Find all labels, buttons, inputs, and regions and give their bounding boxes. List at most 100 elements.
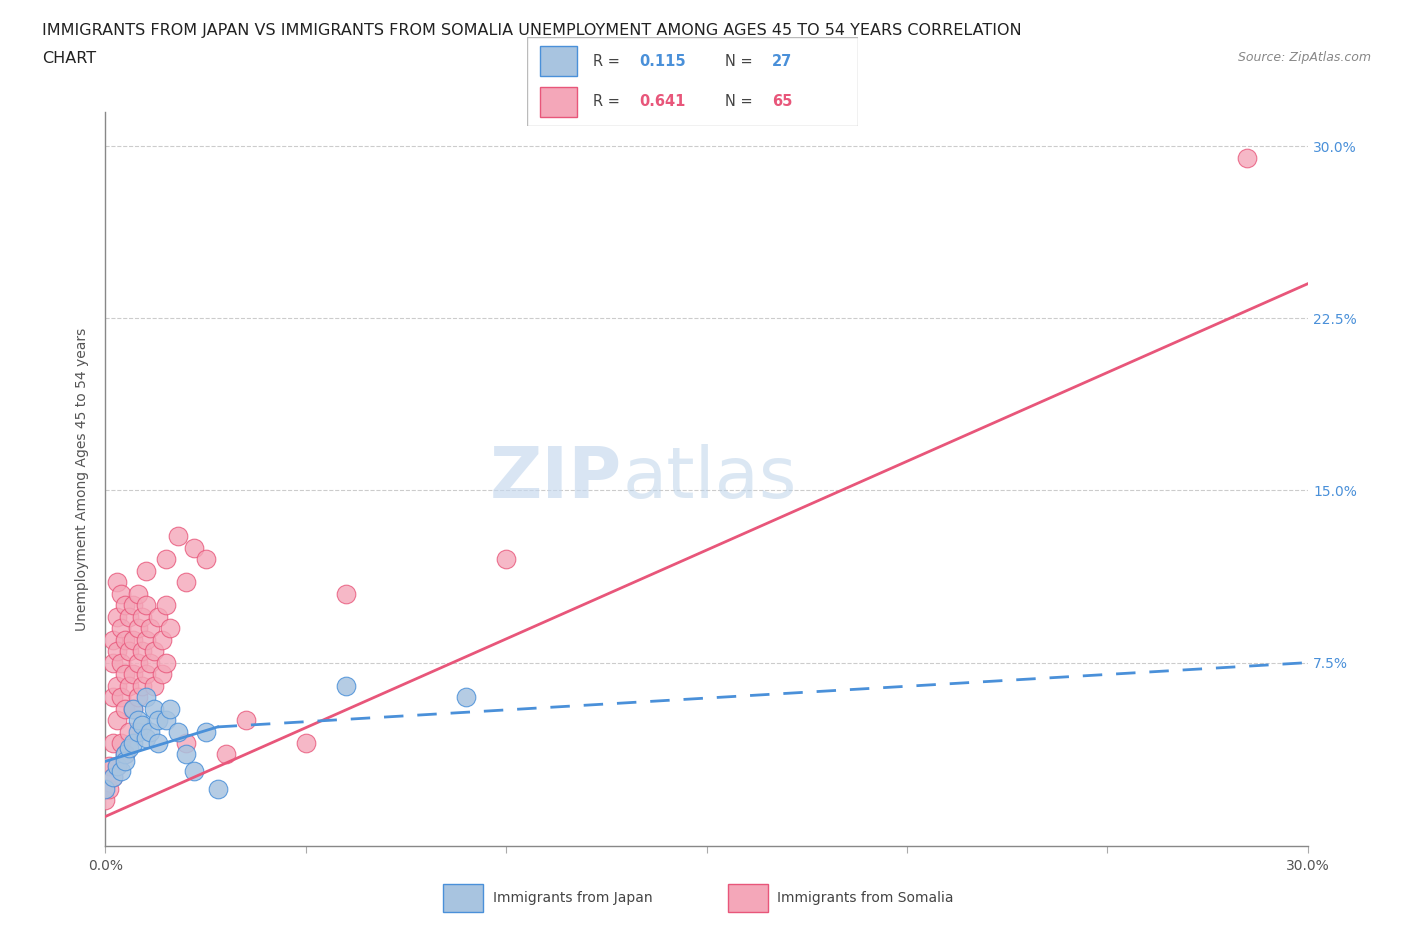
Point xyxy=(146,609,169,624)
Point xyxy=(114,667,136,682)
Point xyxy=(150,632,173,647)
Point xyxy=(118,644,141,658)
Point xyxy=(194,551,217,566)
Point xyxy=(118,740,141,755)
Point xyxy=(135,731,157,746)
Point xyxy=(131,678,153,693)
Point xyxy=(98,759,121,774)
Point xyxy=(118,609,141,624)
Point xyxy=(131,609,153,624)
Point xyxy=(107,575,129,590)
Point xyxy=(207,781,229,796)
Text: CHART: CHART xyxy=(42,51,96,66)
Point xyxy=(110,764,132,778)
Point xyxy=(142,644,165,658)
Point xyxy=(122,632,145,647)
Point xyxy=(454,690,477,705)
Point xyxy=(103,770,125,785)
Point xyxy=(155,656,177,671)
Point xyxy=(159,701,181,716)
Point xyxy=(131,717,153,732)
Point xyxy=(110,690,132,705)
Point xyxy=(103,770,125,785)
Point xyxy=(98,781,121,796)
Point xyxy=(127,690,149,705)
Point xyxy=(107,759,129,774)
Point xyxy=(214,747,236,762)
Point xyxy=(114,701,136,716)
Point xyxy=(127,620,149,635)
Point xyxy=(142,678,165,693)
Text: Immigrants from Japan: Immigrants from Japan xyxy=(492,891,652,905)
Point xyxy=(107,678,129,693)
Y-axis label: Unemployment Among Ages 45 to 54 years: Unemployment Among Ages 45 to 54 years xyxy=(76,327,90,631)
Point xyxy=(131,644,153,658)
Point xyxy=(174,747,197,762)
Point xyxy=(110,736,132,751)
Point xyxy=(1236,150,1258,165)
Bar xyxy=(540,46,576,76)
Text: R =: R = xyxy=(593,54,624,69)
Point xyxy=(235,712,257,727)
Point xyxy=(114,632,136,647)
Point xyxy=(118,724,141,739)
Point xyxy=(114,754,136,769)
Text: 65: 65 xyxy=(772,94,792,109)
Point xyxy=(127,586,149,601)
Point xyxy=(103,632,125,647)
Point xyxy=(174,575,197,590)
Text: ZIP: ZIP xyxy=(491,445,623,513)
Point xyxy=(183,540,205,555)
Point xyxy=(155,551,177,566)
Text: 0.115: 0.115 xyxy=(640,54,686,69)
Point xyxy=(127,712,149,727)
Point xyxy=(94,793,117,808)
Point xyxy=(135,598,157,613)
Point xyxy=(127,656,149,671)
Point xyxy=(138,724,160,739)
Point xyxy=(94,781,117,796)
Text: IMMIGRANTS FROM JAPAN VS IMMIGRANTS FROM SOMALIA UNEMPLOYMENT AMONG AGES 45 TO 5: IMMIGRANTS FROM JAPAN VS IMMIGRANTS FROM… xyxy=(42,23,1022,38)
Point xyxy=(110,656,132,671)
Point xyxy=(146,712,169,727)
Text: 0.641: 0.641 xyxy=(640,94,686,109)
Point xyxy=(183,764,205,778)
Point xyxy=(107,644,129,658)
Point xyxy=(103,690,125,705)
Point xyxy=(155,712,177,727)
Point xyxy=(138,620,160,635)
Point xyxy=(295,736,318,751)
Point xyxy=(155,598,177,613)
Point xyxy=(103,736,125,751)
Text: Source: ZipAtlas.com: Source: ZipAtlas.com xyxy=(1237,51,1371,64)
Point xyxy=(166,529,188,544)
Point xyxy=(122,701,145,716)
Point xyxy=(166,724,188,739)
Point xyxy=(107,609,129,624)
Point xyxy=(495,551,517,566)
Point xyxy=(135,690,157,705)
Point xyxy=(114,747,136,762)
Bar xyxy=(540,86,576,117)
Point xyxy=(107,712,129,727)
Point xyxy=(107,759,129,774)
Point xyxy=(138,656,160,671)
Point xyxy=(114,747,136,762)
Point xyxy=(142,701,165,716)
Point xyxy=(122,736,145,751)
Point xyxy=(150,667,173,682)
Point xyxy=(159,620,181,635)
Point xyxy=(135,564,157,578)
Point xyxy=(135,667,157,682)
Point xyxy=(146,736,169,751)
Bar xyxy=(728,884,768,912)
Point xyxy=(110,586,132,601)
Text: R =: R = xyxy=(593,94,624,109)
Point xyxy=(127,724,149,739)
Text: N =: N = xyxy=(725,94,758,109)
Point xyxy=(122,701,145,716)
Text: Immigrants from Somalia: Immigrants from Somalia xyxy=(778,891,953,905)
Point xyxy=(103,656,125,671)
Point xyxy=(122,598,145,613)
Text: N =: N = xyxy=(725,54,758,69)
